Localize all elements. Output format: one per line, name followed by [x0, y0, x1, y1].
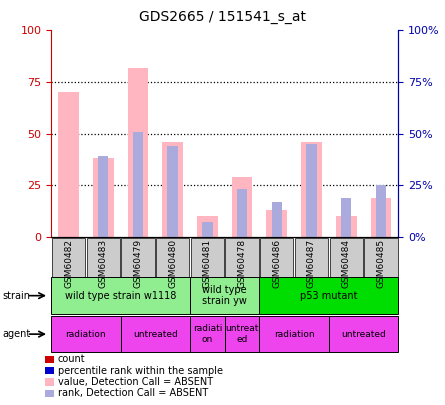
Text: GSM60486: GSM60486 — [272, 239, 281, 288]
Text: GSM60481: GSM60481 — [203, 239, 212, 288]
Bar — [301, 142, 322, 237]
Text: GSM60479: GSM60479 — [134, 239, 142, 288]
Text: radiati
on: radiati on — [193, 324, 222, 344]
Bar — [93, 158, 113, 237]
Text: GSM60480: GSM60480 — [168, 239, 177, 288]
Text: GSM60483: GSM60483 — [99, 239, 108, 288]
Bar — [267, 210, 287, 237]
Bar — [58, 92, 79, 237]
Bar — [232, 177, 252, 237]
Text: rank, Detection Call = ABSENT: rank, Detection Call = ABSENT — [58, 388, 208, 398]
Text: value, Detection Call = ABSENT: value, Detection Call = ABSENT — [58, 377, 213, 387]
Bar — [376, 185, 386, 237]
Text: GSM60485: GSM60485 — [376, 239, 385, 288]
Text: count: count — [58, 354, 85, 364]
Bar — [202, 222, 213, 237]
Text: GSM60478: GSM60478 — [238, 239, 247, 288]
Text: agent: agent — [2, 329, 30, 339]
Text: GSM60482: GSM60482 — [64, 239, 73, 288]
Text: strain: strain — [2, 291, 30, 301]
Bar — [237, 190, 247, 237]
Bar — [271, 202, 282, 237]
Text: untreat
ed: untreat ed — [226, 324, 259, 344]
Text: GSM60487: GSM60487 — [307, 239, 316, 288]
Bar — [197, 216, 218, 237]
Bar — [336, 216, 356, 237]
Text: percentile rank within the sample: percentile rank within the sample — [58, 366, 223, 375]
Bar — [98, 156, 109, 237]
Bar — [306, 144, 317, 237]
Text: radiation: radiation — [274, 330, 315, 339]
Text: wild type strain w1118: wild type strain w1118 — [65, 291, 176, 301]
Text: p53 mutant: p53 mutant — [300, 291, 358, 301]
Bar — [128, 68, 148, 237]
Text: untreated: untreated — [341, 330, 386, 339]
Bar — [341, 198, 352, 237]
Text: GSM60484: GSM60484 — [342, 239, 351, 288]
Bar — [133, 132, 143, 237]
Text: wild type
strain yw: wild type strain yw — [202, 285, 247, 307]
Text: untreated: untreated — [133, 330, 178, 339]
Bar — [162, 142, 183, 237]
Bar — [167, 146, 178, 237]
Text: GDS2665 / 151541_s_at: GDS2665 / 151541_s_at — [139, 10, 306, 24]
Bar — [371, 198, 391, 237]
Text: radiation: radiation — [65, 330, 106, 339]
